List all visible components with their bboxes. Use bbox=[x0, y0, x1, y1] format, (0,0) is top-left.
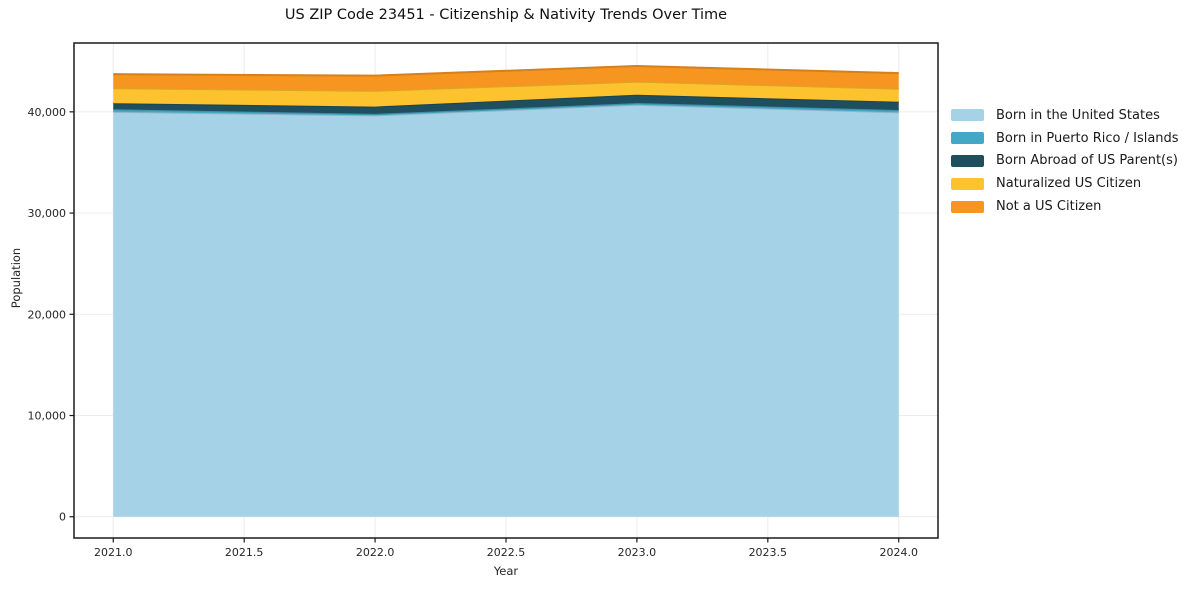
y-tick-label: 40,000 bbox=[28, 106, 67, 119]
area-born-in-the-united-states bbox=[113, 104, 899, 517]
legend-item-born-abroad-of-us-parent-s: Born Abroad of US Parent(s) bbox=[951, 150, 1179, 173]
y-axis-label: Population bbox=[9, 247, 23, 309]
legend-label: Born Abroad of US Parent(s) bbox=[996, 153, 1178, 169]
legend-label: Not a US Citizen bbox=[996, 199, 1102, 215]
x-axis-label: Year bbox=[493, 564, 519, 578]
legend-swatch-icon bbox=[951, 154, 984, 167]
legend-label: Born in Puerto Rico / Islands bbox=[996, 130, 1179, 146]
x-tick-label: 2023.0 bbox=[618, 546, 657, 559]
area-born-abroad-of-us-parent-s bbox=[113, 94, 899, 114]
legend-swatch-icon bbox=[951, 132, 984, 145]
y-tick-label: 10,000 bbox=[28, 410, 67, 423]
x-tick-label: 2021.5 bbox=[225, 546, 264, 559]
x-tick-label: 2022.0 bbox=[356, 546, 395, 559]
legend-label: Naturalized US Citizen bbox=[996, 176, 1142, 192]
x-tick-label: 2021.0 bbox=[94, 546, 133, 559]
y-tick-label: 20,000 bbox=[28, 308, 67, 321]
legend-item-not-a-us-citizen: Not a US Citizen bbox=[951, 195, 1179, 218]
legend-label: Born in the United States bbox=[996, 107, 1160, 123]
y-tick-label: 30,000 bbox=[28, 207, 67, 220]
legend-swatch-icon bbox=[951, 109, 984, 122]
area-naturalized-us-citizen bbox=[113, 81, 899, 107]
x-tick-label: 2023.5 bbox=[749, 546, 788, 559]
x-tick-label: 2022.5 bbox=[487, 546, 526, 559]
legend-swatch-icon bbox=[951, 177, 984, 190]
legend-item-born-in-the-united-states: Born in the United States bbox=[951, 104, 1179, 127]
y-tick-label: 0 bbox=[59, 511, 66, 524]
x-tick-label: 2024.0 bbox=[879, 546, 918, 559]
chart-title: US ZIP Code 23451 - Citizenship & Nativi… bbox=[284, 7, 728, 23]
area-edge-not-a-us-citizen bbox=[113, 64, 899, 77]
legend-item-born-in-puerto-rico-islands: Born in Puerto Rico / Islands bbox=[951, 127, 1179, 150]
legend-item-naturalized-us-citizen: Naturalized US Citizen bbox=[951, 172, 1179, 195]
area-not-a-us-citizen bbox=[113, 65, 899, 91]
legend: Born in the United States Born in Puerto … bbox=[951, 104, 1179, 218]
legend-swatch-icon bbox=[951, 200, 984, 213]
